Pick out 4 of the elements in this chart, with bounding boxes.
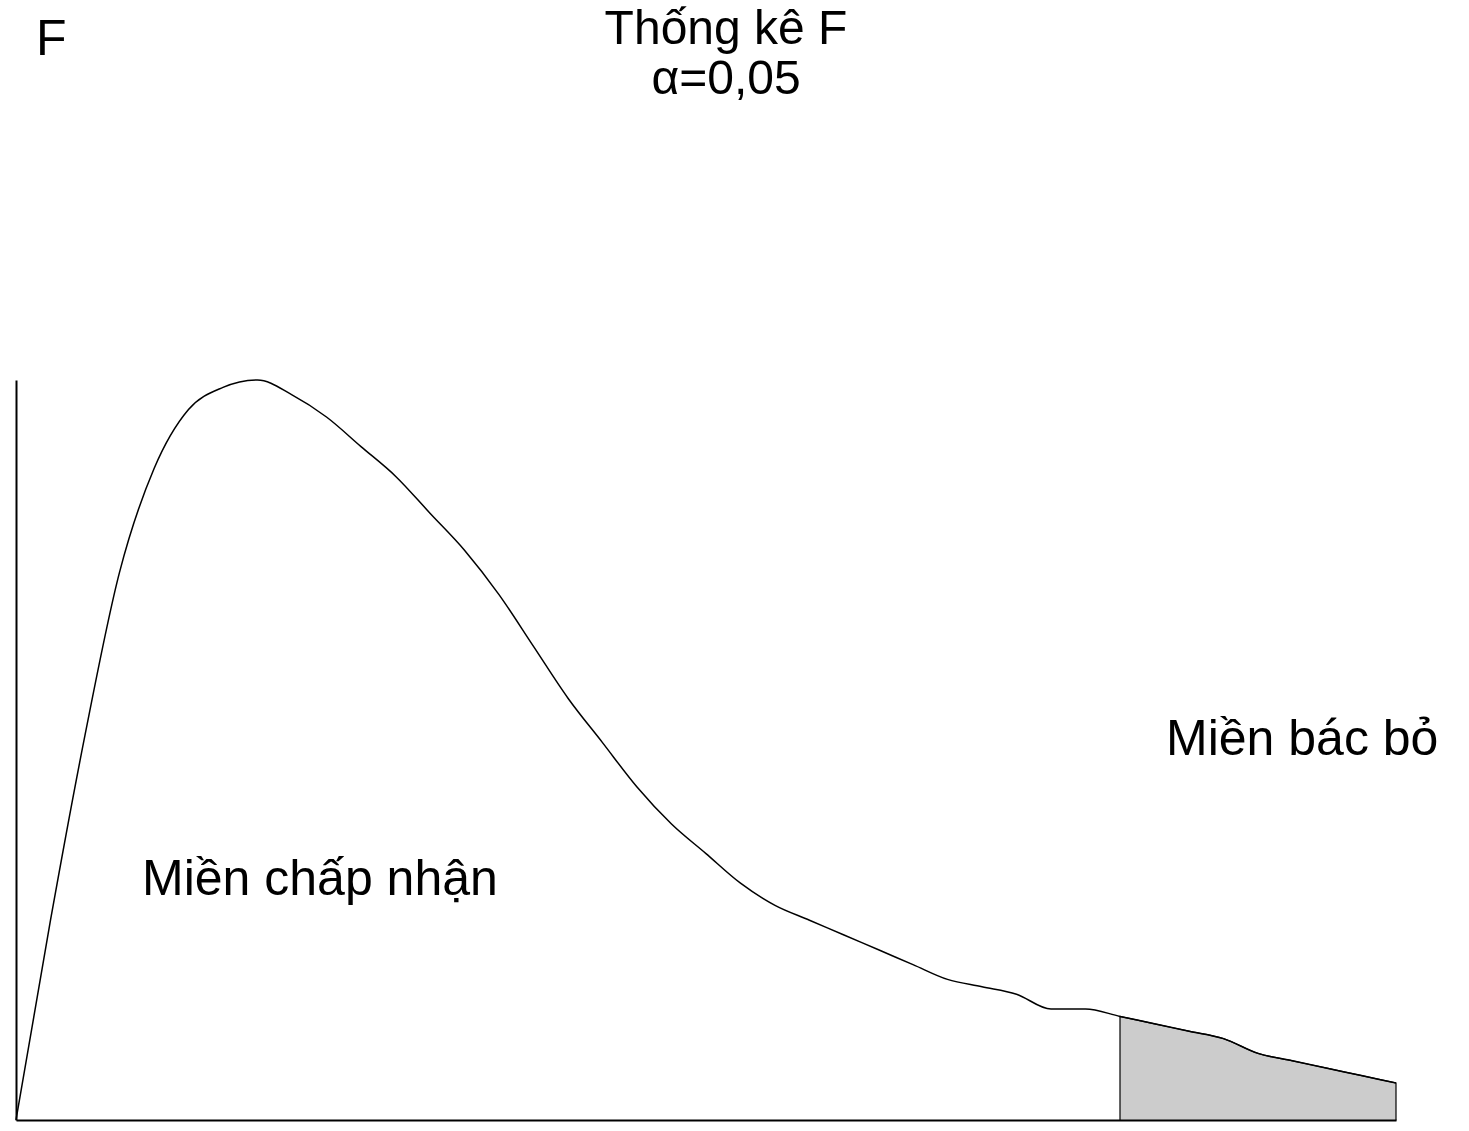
text: F (36, 10, 67, 66)
chart-title: Thống kê F (604, 1, 848, 54)
annotation: Miền chấp nhận (142, 850, 498, 906)
annotation: Miền bác bỏ (1166, 710, 1439, 766)
